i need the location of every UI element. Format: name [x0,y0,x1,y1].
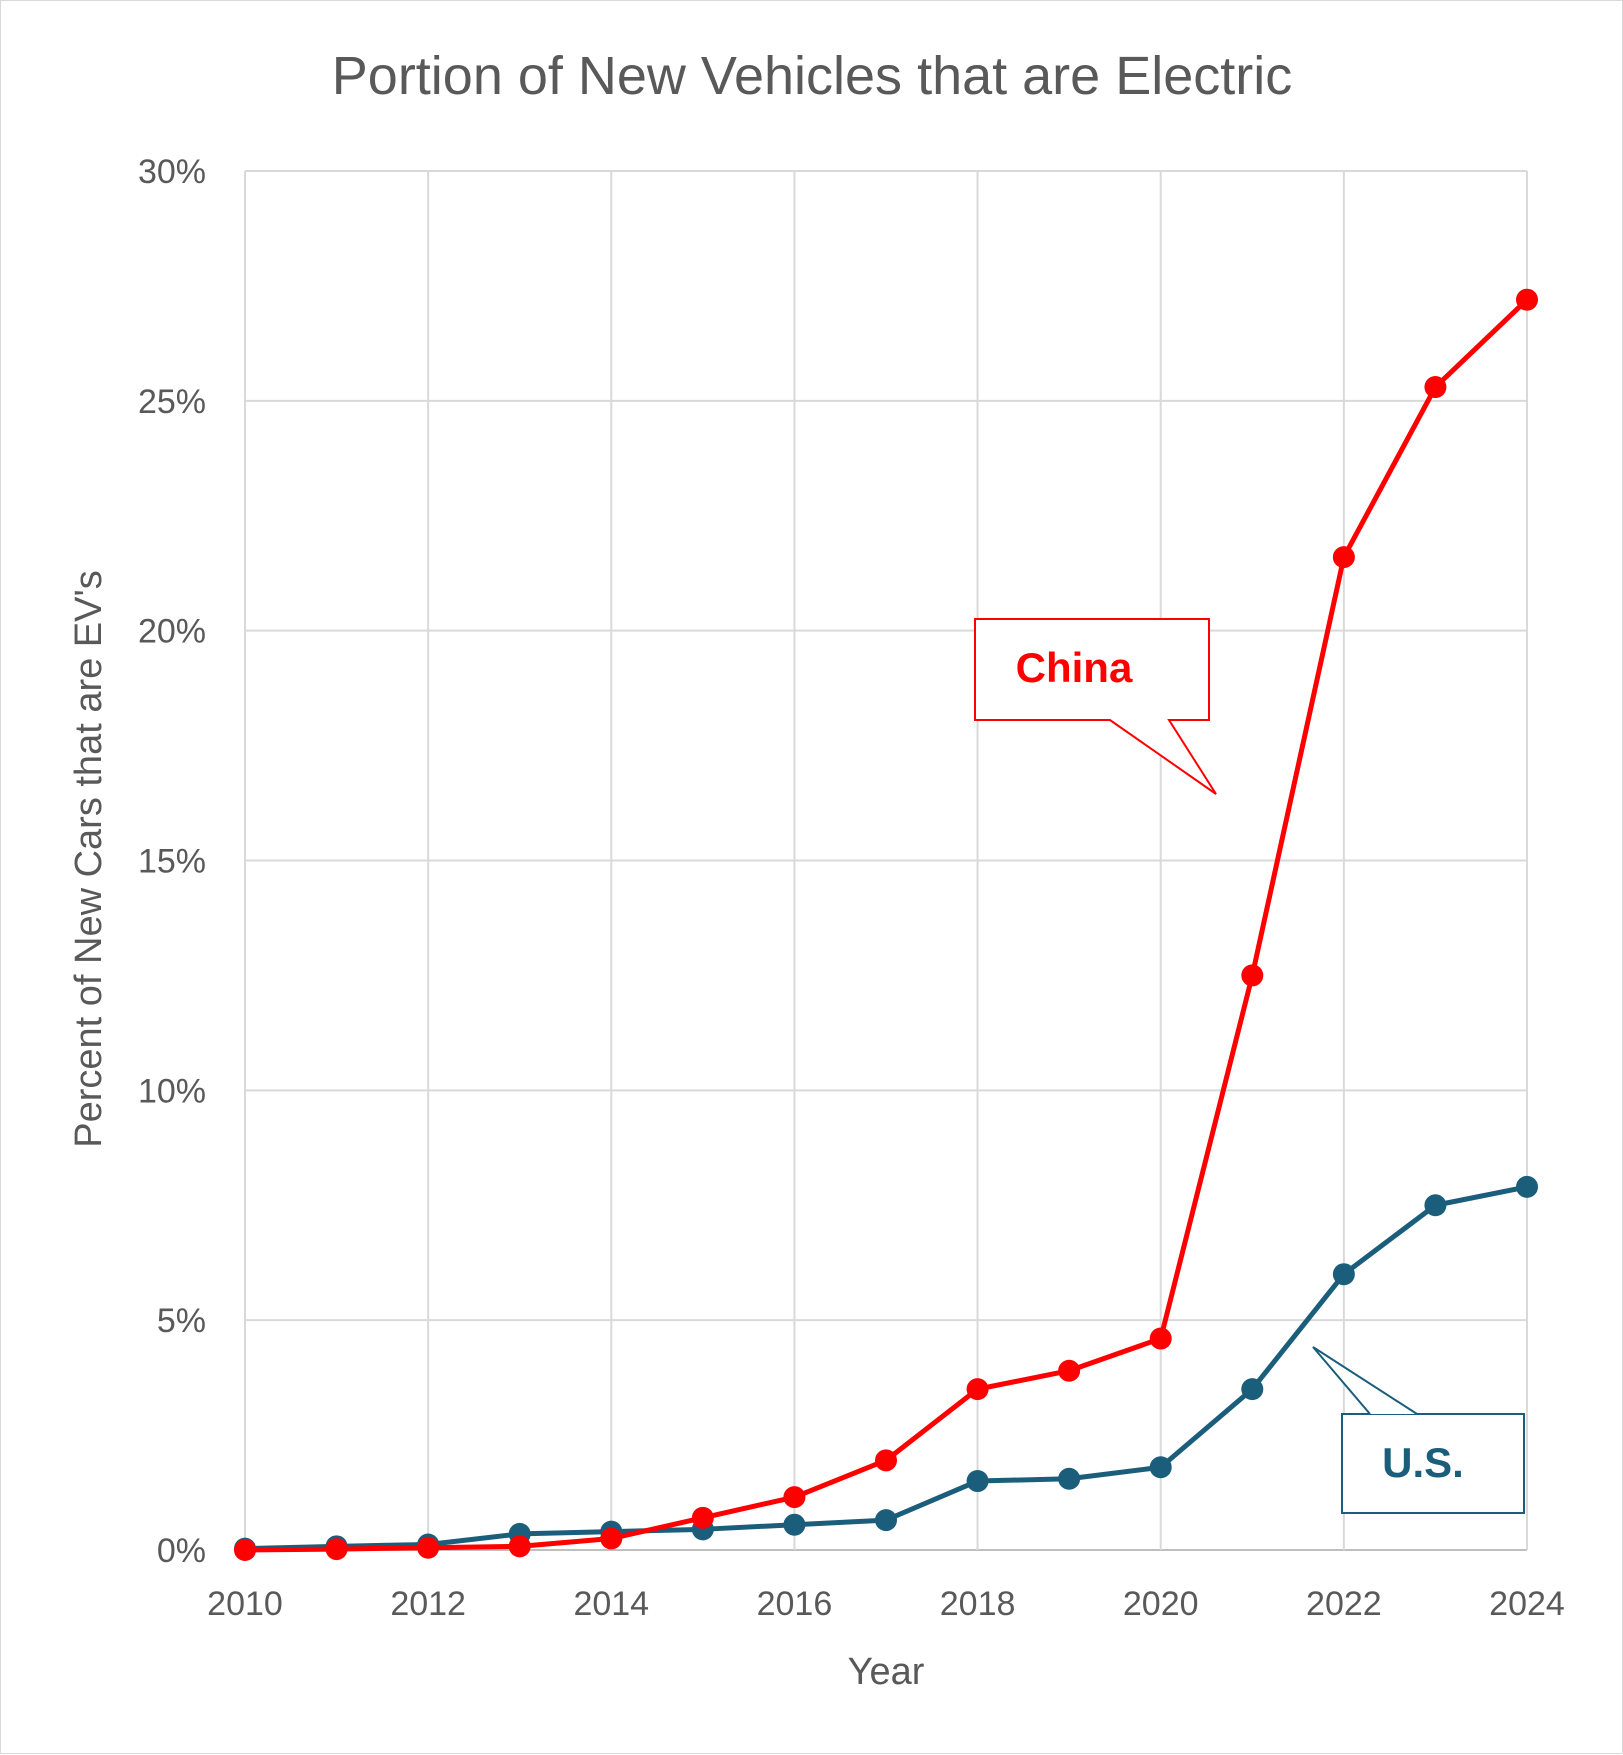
y-tick-label: 0% [157,1532,206,1570]
callout-pointer [1312,1346,1418,1415]
data-point [783,1486,806,1509]
data-point [875,1449,897,1472]
data-point [1516,288,1538,311]
x-tick-label: 2010 [207,1585,283,1623]
data-point [1149,1456,1172,1479]
data-point [1149,1327,1172,1350]
callout-label: U.S. [1382,1439,1464,1486]
x-tick-label: 2016 [757,1585,833,1623]
gridlines [244,170,1528,1551]
y-tick-label: 10% [138,1072,206,1110]
callout-box [974,618,1217,795]
x-tick-label: 2014 [573,1585,649,1623]
data-point [1516,1175,1538,1198]
y-tick-label: 20% [138,613,206,651]
callout-label: China [1016,644,1133,691]
data-point [1424,376,1447,399]
data-point [783,1513,806,1536]
data-point [1332,546,1355,569]
y-axis-title: Percent of New Cars that are EV's [68,570,110,1148]
x-tick-label: 2022 [1306,1585,1382,1623]
callout-us: U.S. [1312,1346,1525,1514]
data-point [966,1378,989,1401]
data-point [1424,1194,1447,1217]
x-tick-label: 2024 [1489,1585,1565,1623]
data-point [691,1506,714,1529]
callout-china: China [974,618,1217,795]
data-point [1241,964,1264,987]
y-tick-label: 25% [138,383,206,421]
y-tick-label: 15% [138,843,206,881]
y-tick-label: 30% [138,153,206,191]
data-point [1332,1263,1355,1286]
data-point [966,1470,989,1493]
data-point [600,1527,623,1550]
data-point [417,1536,440,1559]
x-tick-label: 2012 [390,1585,466,1623]
data-point [508,1535,531,1558]
x-axis-title: Year [848,1651,925,1693]
series-china [234,288,1538,1561]
y-axis-ticks: 0% 5% 10% 15% 20% 25% 30% [138,153,206,1570]
data-point [1058,1359,1081,1382]
y-tick-label: 5% [157,1302,206,1340]
series-layer [234,288,1538,1561]
callouts: China U.S. [974,618,1525,1514]
x-tick-label: 2020 [1123,1585,1199,1623]
chart-title: Portion of New Vehicles that are Electri… [332,46,1292,106]
x-tick-label: 2018 [940,1585,1016,1623]
data-point [234,1539,256,1561]
data-point [1241,1378,1264,1401]
data-point [875,1509,897,1532]
data-point [325,1538,348,1561]
x-axis-ticks: 2010 2012 2014 2016 2018 2020 2022 2024 [207,1585,1565,1623]
data-point [1058,1467,1081,1490]
